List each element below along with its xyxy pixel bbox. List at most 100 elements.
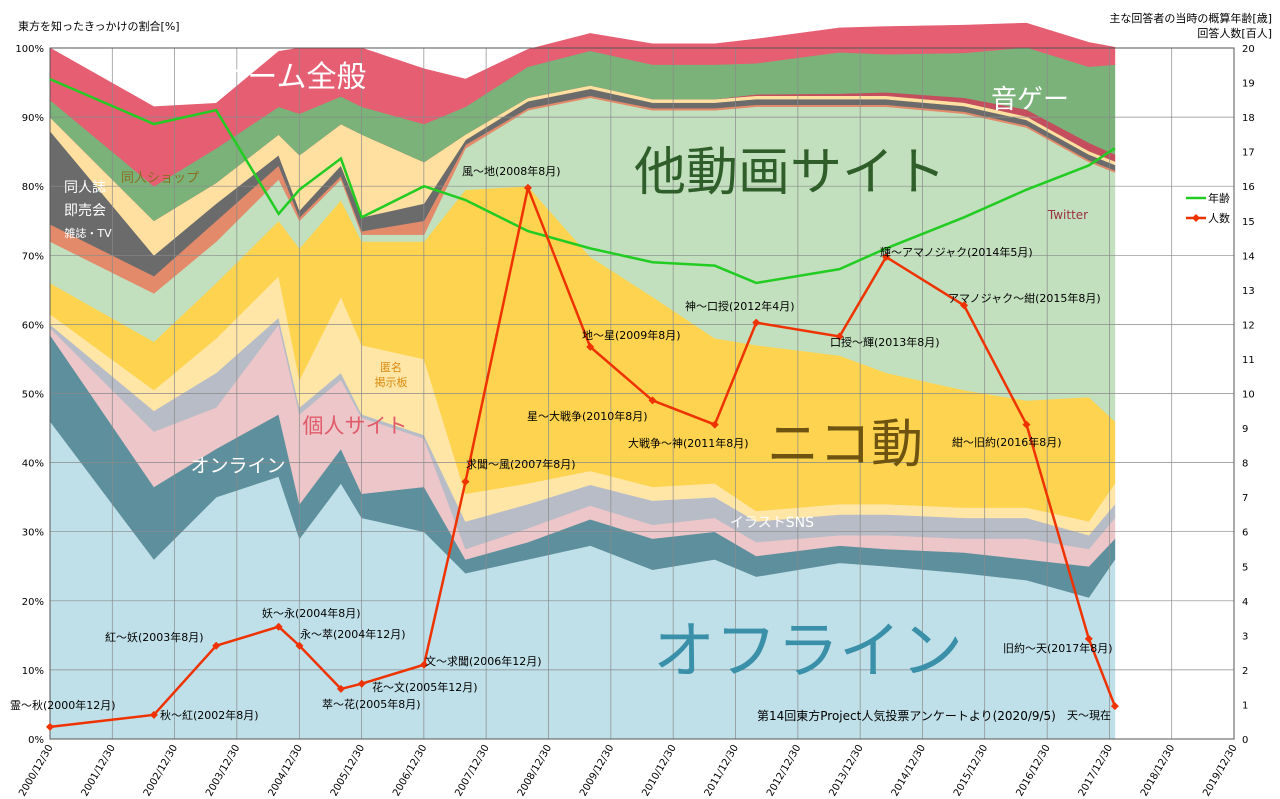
legend-label: 年齢 [1208,191,1230,205]
right-axis-tick-label: 5 [1242,562,1248,573]
count-marker [212,641,221,650]
line-series [46,77,1119,731]
left-axis-tick-label: 0% [28,735,44,746]
source-note-group: 第14回東方Project人気投票アンケートより(2020/9/5) [757,708,1056,723]
x-axis-tick-label: 2003/12/30 [204,743,242,798]
left-axis-title: 東方を知ったきっかけの割合[%] [18,20,180,33]
right-axis-tick-label: 4 [1242,597,1248,608]
area-label: 同人ショップ [121,171,199,186]
count-point-label: アマノジャク～紺(2015年8月) [948,291,1101,305]
area-label: 音ゲー [991,85,1069,115]
left-axis-tick-label: 30% [22,528,44,539]
x-axis-tick-label: 2006/12/30 [391,743,429,798]
x-axis-tick-label: 2009/12/30 [578,743,616,798]
x-axis-tick-label: 2013/12/30 [827,743,865,798]
count-marker [357,679,366,688]
point-labels: 霊～秋(2000年12月) 秋～紅(2002年8月) 紅～妖(2003年8月) 妖～永… [10,164,1113,722]
count-point-label: 求聞～風(2007年8月) [466,457,576,471]
legend-marker [1192,214,1200,222]
x-axis-tick-label: 2016/12/30 [1014,743,1052,798]
area-label: 他動画サイト [634,143,946,203]
right-axis-tick-label: 10 [1242,390,1255,401]
x-axis-tick-label: 2007/12/30 [453,743,491,798]
count-marker [710,420,719,429]
count-point-label: 妖～永(2004年8月) [262,606,361,620]
count-marker [420,660,429,669]
left-axis-tick-label: 50% [22,390,44,401]
left-axis-tick-label: 100% [15,44,44,55]
legend-label: 人数 [1208,212,1230,225]
x-axis-tick-label: 2010/12/30 [640,743,678,798]
area-label: Twitter [1047,208,1088,222]
x-axis-tick-label: 2001/12/30 [80,743,118,798]
count-point-label: 地～星(2009年8月) [582,328,681,342]
count-point-label: 天～現在 [1067,709,1111,722]
count-point-label: 星～大戦争(2010年8月) [527,409,648,423]
count-point-label: 永～萃(2004年12月) [300,627,406,641]
count-point-label: 紅～妖(2003年8月) [105,630,204,644]
count-point-label: 秋～紅(2002年8月) [160,708,259,722]
x-axis-tick-label: 2008/12/30 [516,743,554,798]
right-axis-tick-label: 7 [1242,493,1248,504]
left-axis-tick-label: 60% [22,320,44,331]
right-axis-tick-label: 1 [1242,700,1248,711]
count-marker [274,622,283,631]
area-label: 掲示板 [375,375,408,389]
plot-border [49,47,1235,740]
count-marker [46,722,54,731]
area-label: ゲーム全般 [217,60,366,95]
right-axis-tick-label: 2 [1242,666,1248,677]
count-marker [648,396,657,405]
right-axis-tick-label: 8 [1242,459,1248,470]
right-axis-tick-label: 19 [1242,79,1255,90]
count-point-label: 神～口授(2012年4月) [685,299,795,313]
source-note: 第14回東方Project人気投票アンケートより(2020/9/5) [757,708,1056,723]
left-axis-tick-label: 40% [22,459,44,470]
count-marker [835,332,844,341]
right-axis-tick-label: 16 [1242,182,1255,193]
right-axis-tick-label: 18 [1242,113,1255,124]
x-axis-tick-label: 2018/12/30 [1139,743,1177,798]
area-label: 即売会 [64,203,106,219]
right-axis-tick-label: 14 [1242,251,1255,262]
area-label: 雑誌・TV [64,226,112,240]
x-axis-tick-label: 2004/12/30 [267,743,305,798]
right-axis-tick-label: 3 [1242,631,1248,642]
right-axis-tick-label: 20 [1242,44,1255,55]
count-point-label: 風～地(2008年8月) [462,164,561,178]
count-marker [523,183,532,192]
count-point-label: 紺～旧約(2016年8月) [952,435,1062,449]
line-age [49,77,1116,285]
left-axis-tick-label: 70% [22,251,44,262]
right-axis-title-age: 主な回答者の当時の概算年齢[歳] [1109,12,1272,25]
x-axis-tick-label: 2014/12/30 [890,743,928,798]
x-axis-tick-label: 2017/12/30 [1077,743,1115,798]
right-axis-tick-label: 0 [1242,735,1248,746]
right-axis-tick-label: 13 [1242,286,1255,297]
count-point-label: 萃～花(2005年8月) [322,697,421,711]
count-point-label: 文～求聞(2006年12月) [425,654,542,668]
x-axis-tick-label: 2019/12/30 [1201,743,1239,798]
left-axis-tick-label: 20% [22,597,44,608]
left-axis-tick-label: 10% [22,666,44,677]
count-marker [1084,634,1093,643]
x-axis-tick-label: 2011/12/30 [703,743,741,798]
count-marker [752,318,761,327]
count-marker [960,301,969,310]
count-marker [1110,702,1119,711]
count-point-label: 花～文(2005年12月) [372,680,478,694]
count-point-label: 旧約～天(2017年8月) [1003,641,1113,655]
count-point-label: 口授～輝(2013年8月) [830,335,940,349]
area-label: 個人サイト [303,414,408,438]
count-marker [336,684,345,693]
count-marker [149,710,158,719]
right-axis-tick-label: 12 [1242,320,1255,331]
count-marker [586,342,595,351]
x-axis-tick-label: 2000/12/30 [17,743,55,798]
right-axis-tick-label: 15 [1242,217,1255,228]
count-marker [882,253,891,262]
right-axis-tick-label: 9 [1242,424,1248,435]
